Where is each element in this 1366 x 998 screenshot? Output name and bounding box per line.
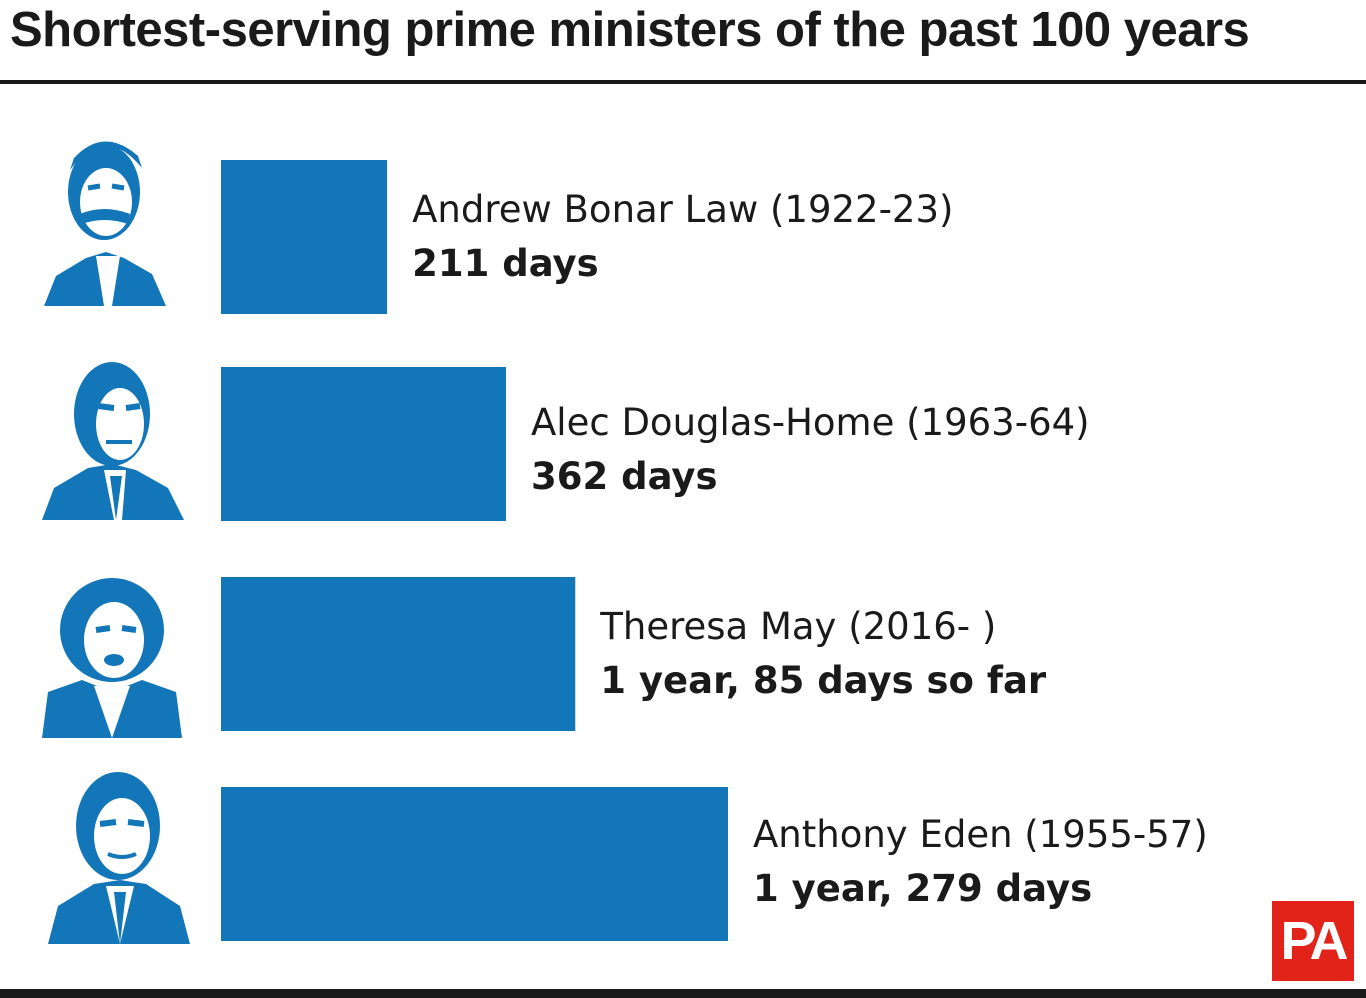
chart-title: Shortest-serving prime ministers of the … xyxy=(10,3,1250,57)
bar-2 xyxy=(221,577,576,731)
bar-1 xyxy=(221,367,506,521)
category-label: Theresa May (2016- ) xyxy=(599,605,996,648)
pa-logo: PA xyxy=(1272,901,1354,981)
portrait-may-icon xyxy=(42,578,182,738)
bottom-divider xyxy=(0,989,1366,998)
portrait-eden-icon xyxy=(48,772,190,944)
category-label: Alec Douglas-Home (1963-64) xyxy=(531,401,1090,444)
category-label: Andrew Bonar Law (1922-23) xyxy=(412,188,953,231)
title-divider xyxy=(0,80,1366,84)
category-label: Anthony Eden (1955-57) xyxy=(753,813,1208,856)
value-label: 362 days xyxy=(531,455,718,498)
portrait-douglas-home-icon xyxy=(42,362,184,520)
bar-3 xyxy=(221,787,728,941)
value-label: 211 days xyxy=(412,242,599,285)
value-label: 1 year, 279 days xyxy=(753,867,1092,910)
bar-0 xyxy=(221,160,388,314)
portrait-bonar-law-icon xyxy=(44,141,166,306)
value-label: 1 year, 85 days so far xyxy=(600,659,1047,702)
